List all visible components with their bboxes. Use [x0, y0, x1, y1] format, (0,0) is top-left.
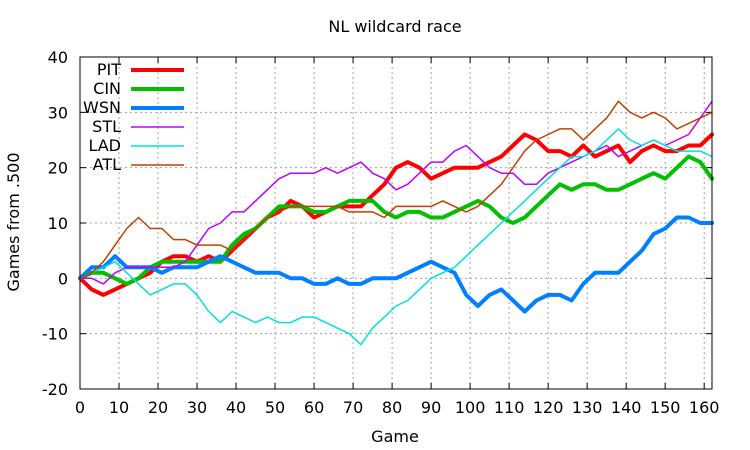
- x-tick-label: 10: [109, 398, 129, 417]
- y-tick-label: 30: [48, 103, 68, 122]
- series-line-wsn: [78, 215, 714, 314]
- x-tick-label: 150: [650, 398, 681, 417]
- series-line-atl: [79, 100, 713, 280]
- legend-label-wsn: WSN: [83, 98, 121, 117]
- y-axis-label: Games from .500: [4, 153, 23, 292]
- x-tick-label: 50: [265, 398, 285, 417]
- x-tick-label: 160: [689, 398, 720, 417]
- x-tick-label: 80: [382, 398, 402, 417]
- x-tick-label: 140: [611, 398, 642, 417]
- x-tick-label: 110: [494, 398, 525, 417]
- x-tick-label: 70: [343, 398, 363, 417]
- series-line-pit: [78, 132, 714, 297]
- x-tick-label: 60: [304, 398, 324, 417]
- chart-title: NL wildcard race: [328, 17, 461, 36]
- x-tick-label: 0: [75, 398, 85, 417]
- y-tick-label: 10: [48, 214, 68, 233]
- x-axis-label: Game: [371, 427, 419, 446]
- legend-label-pit: PIT: [97, 60, 121, 79]
- plot-frame: [79, 56, 713, 390]
- y-tick-label: -10: [42, 325, 68, 344]
- x-tick-label: 90: [421, 398, 441, 417]
- y-tick-label: 0: [58, 269, 68, 288]
- series-line-cin: [78, 154, 714, 286]
- x-tick-label: 40: [226, 398, 246, 417]
- y-tick-label: 20: [48, 159, 68, 178]
- y-tick-label: 40: [48, 48, 68, 67]
- legend-label-cin: CIN: [93, 79, 121, 98]
- axis-ticks: 0 10 20 30 40 50 60 70 80 90 100 110 120 130 140 150 160…: [42, 48, 720, 417]
- series-lines: [78, 100, 714, 346]
- x-tick-label: 100: [455, 398, 486, 417]
- series-line-lad: [79, 128, 713, 346]
- x-tick-label: 20: [148, 398, 168, 417]
- y-tick-label: -20: [42, 380, 68, 399]
- x-tick-label: 130: [572, 398, 603, 417]
- x-tick-label: 120: [533, 398, 564, 417]
- legend-label-stl: STL: [92, 117, 121, 136]
- legend-label-lad: LAD: [88, 136, 121, 155]
- legend-label-atl: ATL: [93, 155, 121, 174]
- x-tick-label: 30: [187, 398, 207, 417]
- series-line-stl: [79, 100, 713, 285]
